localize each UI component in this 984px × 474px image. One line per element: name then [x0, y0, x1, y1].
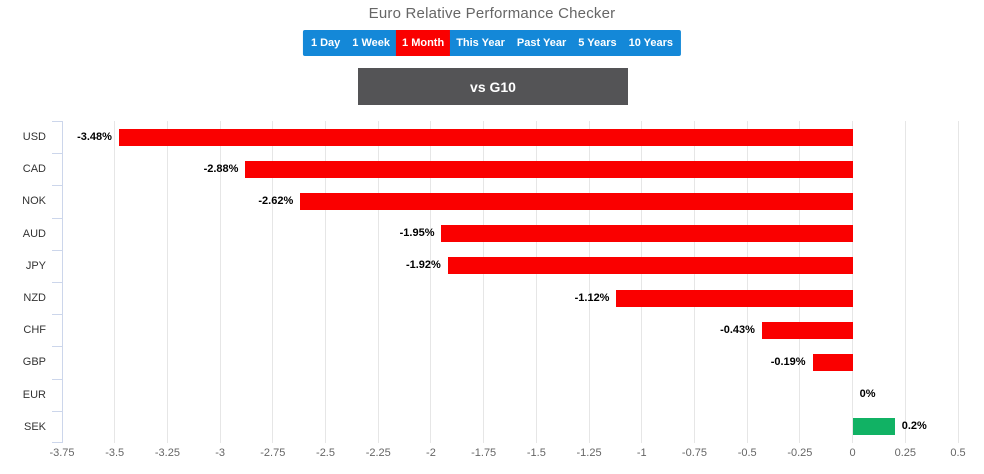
bar-nzd[interactable] [616, 289, 853, 307]
bar-gbp[interactable] [812, 354, 853, 371]
x-axis-tick-label: -1.75 [471, 447, 497, 459]
gridline [219, 121, 221, 443]
gridline [957, 121, 959, 443]
gridline [114, 121, 116, 443]
value-label-eur: 0% [859, 388, 876, 401]
tab-this-year[interactable]: This Year [456, 37, 505, 49]
x-axis-tick-label: -3 [215, 447, 225, 459]
x-axis-tick-label: -2.25 [365, 447, 391, 459]
category-label-jpy: JPY [25, 259, 46, 272]
gridline [483, 121, 485, 443]
x-axis-tick-label: -3.25 [154, 447, 180, 459]
x-axis-tick-label: -1 [636, 447, 647, 459]
tab-5-years[interactable]: 5 Years [578, 37, 617, 49]
x-axis-tick-label: -3.75 [49, 447, 75, 459]
tab-1-week[interactable]: 1 Week [352, 37, 391, 49]
category-label-gbp: GBP [22, 356, 46, 369]
group-header-vs-g10: vs G10 [358, 68, 628, 105]
x-axis-tick-label: -2.5 [316, 447, 335, 459]
tab-10-years[interactable]: 10 Years [628, 37, 674, 49]
y-axis-tick [52, 411, 62, 412]
category-label-nok: NOK [22, 195, 46, 208]
y-axis-tick [52, 185, 62, 186]
bar-sek[interactable] [852, 418, 895, 436]
x-axis-tick-label: -2.75 [260, 447, 286, 459]
x-axis-tick-label: -3.5 [105, 447, 125, 459]
gridline [377, 121, 379, 443]
bar-aud[interactable] [441, 225, 853, 243]
tab-1-month[interactable]: 1 Month [396, 30, 451, 56]
value-label-nok: -2.62% [258, 195, 294, 207]
page-title: Euro Relative Performance Checker [368, 5, 616, 22]
y-axis-tick [52, 442, 62, 443]
y-axis-tick [52, 153, 62, 154]
plot-area: -3.48% -2.88% -2.62% -1.95% -1.92% -1.12% -0.4… [52, 121, 959, 443]
bar-usd[interactable] [118, 128, 853, 146]
value-label-cad: -2.88% [203, 162, 239, 175]
y-axis-tick [52, 218, 62, 219]
category-label-sek: SEK [23, 420, 46, 433]
period-tabs: 1 Day 1 Week 1 Month This Year Past Year 5 Ye… [302, 30, 682, 56]
gridline [904, 121, 906, 443]
value-label-jpy: -1.92% [405, 259, 441, 272]
gridline [166, 121, 168, 443]
x-axis-tick-label: 0.5 [950, 447, 966, 459]
category-label-cad: CAD [22, 163, 46, 176]
x-axis-tick-label: -2 [426, 447, 436, 459]
y-axis-tick [52, 379, 62, 380]
tab-past-year[interactable]: Past Year [516, 37, 567, 49]
gridline [799, 121, 801, 443]
value-label-sek: 0.2% [901, 420, 927, 433]
value-label-chf: -0.43% [720, 323, 755, 336]
tab-1-day[interactable]: 1 Day [310, 37, 341, 49]
y-axis-tick [52, 250, 62, 251]
category-label-eur: EUR [22, 388, 46, 401]
gridline [641, 121, 643, 443]
x-axis-tick-label: -0.25 [787, 447, 813, 459]
x-axis-tick-label: -1.5 [526, 447, 546, 459]
category-label-nzd: NZD [23, 292, 46, 305]
performance-chart: -3.48% -2.88% -2.62% -1.95% -1.92% -1.12% -0.4… [0, 121, 984, 474]
x-axis-tick-label: -0.5 [737, 447, 757, 459]
x-axis-labels: -3.75 -3.5 -3.25 -3 -2.75 -2.5 -2.25 -2 -1.75 -1.… [49, 447, 965, 463]
gridline [693, 121, 695, 443]
bar-cad[interactable] [245, 160, 853, 178]
value-label-nzd: -1.12% [574, 291, 610, 304]
value-label-usd: -3.48% [77, 130, 112, 143]
category-label-aud: AUD [22, 227, 46, 240]
gridline [746, 121, 748, 443]
value-label-aud: -1.95% [399, 227, 435, 240]
bar-nok[interactable] [300, 193, 853, 210]
category-labels: USD CAD NOK AUD JPY NZD CHF GBP EUR SEK [0, 121, 52, 443]
category-label-chf: CHF [23, 324, 46, 337]
bar-jpy[interactable] [447, 257, 853, 275]
y-axis-line [62, 121, 63, 443]
x-axis-tick-label: 0.25 [894, 447, 916, 459]
value-label-gbp: -0.19% [770, 356, 806, 368]
gridline [588, 121, 590, 443]
bar-chf[interactable] [761, 321, 853, 339]
category-label-usd: USD [22, 131, 46, 144]
gridline [325, 121, 327, 443]
gridline [535, 121, 537, 443]
y-axis-tick [52, 314, 62, 315]
x-axis-tick-label: -0.75 [681, 447, 708, 459]
gridline [272, 121, 274, 443]
gridline [430, 121, 432, 443]
y-axis-tick [52, 346, 62, 347]
y-axis-tick [52, 282, 62, 283]
y-axis-tick [52, 121, 62, 122]
x-axis-tick-label: -1.25 [576, 447, 602, 459]
x-axis-tick-label: 0 [849, 447, 856, 459]
gridline [852, 121, 854, 443]
group-header-label: vs G10 [470, 78, 516, 95]
